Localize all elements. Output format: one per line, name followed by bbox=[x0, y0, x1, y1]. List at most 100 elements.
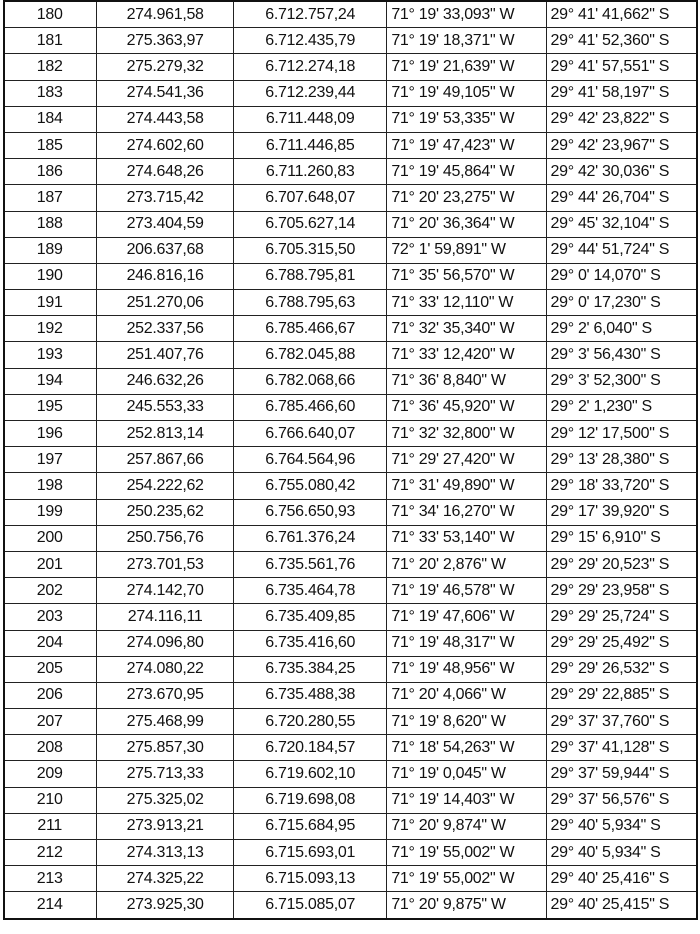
utm-north-cell: 6.711.446,85 bbox=[232, 131, 388, 160]
point-id-cell: 196 bbox=[3, 419, 98, 448]
utm-north-cell: 6.707.648,07 bbox=[232, 184, 388, 212]
table-row: 188 273.404,59 6.705.627,14 71° 20' 36,364"… bbox=[3, 210, 698, 238]
utm-east-cell: 273.670,95 bbox=[96, 681, 234, 710]
latitude-cell: 29° 0' 14,070" S bbox=[545, 262, 698, 291]
latitude-cell: 29° 3' 52,300" S bbox=[545, 367, 698, 395]
point-id-cell: 198 bbox=[3, 472, 98, 500]
utm-north-cell: 6.755.080,42 bbox=[232, 472, 388, 500]
utm-north-cell: 6.715.085,07 bbox=[232, 891, 388, 920]
latitude-cell: 29° 41' 52,360" S bbox=[545, 27, 698, 55]
latitude-cell: 29° 41' 41,662" S bbox=[545, 0, 698, 29]
table-row: 190 246.816,16 6.788.795,81 71° 35' 56,570"… bbox=[3, 262, 698, 291]
table-row: 191 251.270,06 6.788.795,63 71° 33' 12,110"… bbox=[3, 289, 698, 317]
utm-east-cell: 250.235,62 bbox=[96, 498, 234, 526]
longitude-cell: 71° 19' 46,578" W bbox=[386, 577, 547, 605]
table-row: 207 275.468,99 6.720.280,55 71° 19' 8,620" … bbox=[3, 708, 698, 736]
latitude-cell: 29° 29' 25,724" S bbox=[545, 603, 698, 631]
table-row: 181 275.363,97 6.712.435,79 71° 19' 18,371"… bbox=[3, 27, 698, 55]
utm-east-cell: 274.080,22 bbox=[96, 655, 234, 683]
utm-north-cell: 6.788.795,63 bbox=[232, 289, 388, 317]
latitude-cell: 29° 29' 23,958" S bbox=[545, 577, 698, 605]
utm-north-cell: 6.715.693,01 bbox=[232, 838, 388, 867]
longitude-cell: 71° 19' 47,606" W bbox=[386, 603, 547, 631]
utm-east-cell: 273.701,53 bbox=[96, 550, 234, 579]
longitude-cell: 71° 19' 33,093" W bbox=[386, 0, 547, 29]
utm-east-cell: 245.553,33 bbox=[96, 393, 234, 422]
latitude-cell: 29° 40' 5,934" S bbox=[545, 812, 698, 841]
utm-east-cell: 274.096,80 bbox=[96, 629, 234, 657]
table-row: 185 274.602,60 6.711.446,85 71° 19' 47,423"… bbox=[3, 131, 698, 160]
utm-north-cell: 6.735.488,38 bbox=[232, 681, 388, 710]
point-id-cell: 197 bbox=[3, 446, 98, 474]
latitude-cell: 29° 41' 58,197" S bbox=[545, 79, 698, 107]
table-row: 193 251.407,76 6.782.045,88 71° 33' 12,420"… bbox=[3, 341, 698, 369]
longitude-cell: 71° 19' 53,335" W bbox=[386, 105, 547, 133]
point-id-cell: 201 bbox=[3, 550, 98, 579]
point-id-cell: 190 bbox=[3, 262, 98, 291]
utm-east-cell: 274.116,11 bbox=[96, 603, 234, 631]
utm-east-cell: 206.637,68 bbox=[96, 236, 234, 264]
longitude-cell: 71° 19' 49,105" W bbox=[386, 79, 547, 107]
utm-north-cell: 6.785.466,60 bbox=[232, 393, 388, 422]
latitude-cell: 29° 40' 25,416" S bbox=[545, 865, 698, 893]
latitude-cell: 29° 12' 17,500" S bbox=[545, 419, 698, 448]
latitude-cell: 29° 42' 30,036" S bbox=[545, 158, 698, 186]
longitude-cell: 71° 29' 27,420" W bbox=[386, 446, 547, 474]
utm-east-cell: 246.816,16 bbox=[96, 262, 234, 291]
utm-north-cell: 6.785.466,67 bbox=[232, 315, 388, 343]
point-id-cell: 213 bbox=[3, 865, 98, 893]
table-row: 201 273.701,53 6.735.561,76 71° 20' 2,876" … bbox=[3, 550, 698, 579]
latitude-cell: 29° 42' 23,822" S bbox=[545, 105, 698, 133]
utm-north-cell: 6.712.274,18 bbox=[232, 53, 388, 81]
table-row: 205 274.080,22 6.735.384,25 71° 19' 48,956"… bbox=[3, 655, 698, 683]
table-row: 189 206.637,68 6.705.315,50 72° 1' 59,891" … bbox=[3, 236, 698, 264]
point-id-cell: 191 bbox=[3, 289, 98, 317]
table-row: 199 250.235,62 6.756.650,93 71° 34' 16,270"… bbox=[3, 498, 698, 526]
latitude-cell: 29° 37' 59,944" S bbox=[545, 760, 698, 788]
point-id-cell: 202 bbox=[3, 577, 98, 605]
latitude-cell: 29° 17' 39,920" S bbox=[545, 498, 698, 526]
longitude-cell: 71° 34' 16,270" W bbox=[386, 498, 547, 526]
table-row: 184 274.443,58 6.711.448,09 71° 19' 53,335"… bbox=[3, 105, 698, 133]
utm-east-cell: 274.142,70 bbox=[96, 577, 234, 605]
longitude-cell: 71° 20' 2,876" W bbox=[386, 550, 547, 579]
utm-east-cell: 275.279,32 bbox=[96, 53, 234, 81]
utm-east-cell: 274.443,58 bbox=[96, 105, 234, 133]
latitude-cell: 29° 44' 51,724" S bbox=[545, 236, 698, 264]
latitude-cell: 29° 37' 56,576" S bbox=[545, 786, 698, 814]
utm-east-cell: 257.867,66 bbox=[96, 446, 234, 474]
latitude-cell: 29° 18' 33,720" S bbox=[545, 472, 698, 500]
longitude-cell: 71° 31' 49,890" W bbox=[386, 472, 547, 500]
utm-north-cell: 6.705.315,50 bbox=[232, 236, 388, 264]
table-row: 187 273.715,42 6.707.648,07 71° 20' 23,275"… bbox=[3, 184, 698, 212]
utm-north-cell: 6.712.435,79 bbox=[232, 27, 388, 55]
longitude-cell: 71° 20' 36,364" W bbox=[386, 210, 547, 238]
utm-north-cell: 6.788.795,81 bbox=[232, 262, 388, 291]
latitude-cell: 29° 42' 23,967" S bbox=[545, 131, 698, 160]
latitude-cell: 29° 3' 56,430" S bbox=[545, 341, 698, 369]
table-row: 183 274.541,36 6.712.239,44 71° 19' 49,105"… bbox=[3, 79, 698, 107]
latitude-cell: 29° 2' 1,230" S bbox=[545, 393, 698, 422]
longitude-cell: 71° 32' 32,800" W bbox=[386, 419, 547, 448]
longitude-cell: 71° 19' 8,620" W bbox=[386, 708, 547, 736]
utm-north-cell: 6.761.376,24 bbox=[232, 524, 388, 552]
utm-north-cell: 6.720.280,55 bbox=[232, 708, 388, 736]
table-row: 192 252.337,56 6.785.466,67 71° 32' 35,340"… bbox=[3, 315, 698, 343]
point-id-cell: 187 bbox=[3, 184, 98, 212]
utm-east-cell: 275.468,99 bbox=[96, 708, 234, 736]
point-id-cell: 203 bbox=[3, 603, 98, 631]
utm-east-cell: 252.813,14 bbox=[96, 419, 234, 448]
table-row: 200 250.756,76 6.761.376,24 71° 33' 53,140"… bbox=[3, 524, 698, 552]
utm-north-cell: 6.720.184,57 bbox=[232, 734, 388, 762]
utm-east-cell: 274.313,13 bbox=[96, 838, 234, 867]
longitude-cell: 71° 36' 45,920" W bbox=[386, 393, 547, 422]
longitude-cell: 71° 18' 54,263" W bbox=[386, 734, 547, 762]
latitude-cell: 29° 45' 32,104" S bbox=[545, 210, 698, 238]
table-row: 204 274.096,80 6.735.416,60 71° 19' 48,317"… bbox=[3, 629, 698, 657]
longitude-cell: 71° 20' 9,874" W bbox=[386, 812, 547, 841]
utm-north-cell: 6.756.650,93 bbox=[232, 498, 388, 526]
utm-east-cell: 274.602,60 bbox=[96, 131, 234, 160]
longitude-cell: 71° 33' 12,420" W bbox=[386, 341, 547, 369]
longitude-cell: 71° 19' 21,639" W bbox=[386, 53, 547, 81]
utm-east-cell: 275.325,02 bbox=[96, 786, 234, 814]
